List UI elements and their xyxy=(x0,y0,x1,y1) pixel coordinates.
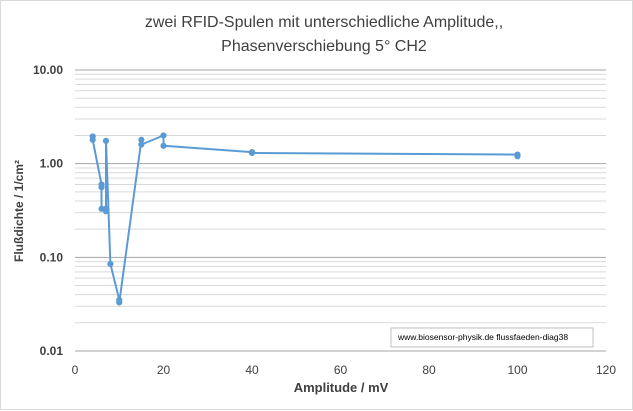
y-tick-label: 10.00 xyxy=(33,63,63,77)
x-tick-label: 40 xyxy=(245,363,259,377)
x-tick-label: 120 xyxy=(596,363,616,377)
y-tick-label: 0.01 xyxy=(40,344,64,358)
x-tick-label: 60 xyxy=(334,363,348,377)
axis-layer: 0.01 0.10 1.00 10.00 0 20 40 60 80 100 120 xyxy=(33,63,616,377)
watermark-box: www.biosensor-physik.de flussfaeden-diag… xyxy=(390,327,594,348)
watermark-text: www.biosensor-physik.de flussfaeden-diag… xyxy=(397,332,568,342)
series-layer xyxy=(89,132,521,306)
data-point xyxy=(514,153,521,160)
data-point xyxy=(102,137,110,145)
x-tick-label: 80 xyxy=(422,363,436,377)
data-point xyxy=(98,184,105,191)
x-tick-label: 0 xyxy=(72,363,79,377)
data-point xyxy=(102,208,110,215)
x-axis-label: Amplitude / mV xyxy=(294,380,389,395)
y-tick-label: 1.00 xyxy=(40,157,64,171)
data-point xyxy=(160,132,167,139)
chart-title-line-2: Phasenverschiebung 5° CH2 xyxy=(221,38,427,55)
chart-title-line-1: zwei RFID-Spulen mit unterschiedliche Am… xyxy=(145,14,503,31)
data-point xyxy=(107,260,114,268)
series-line xyxy=(91,134,519,304)
data-point xyxy=(116,299,123,306)
data-point xyxy=(138,141,145,148)
x-tick-label: 100 xyxy=(507,363,527,377)
grid-layer xyxy=(75,69,606,352)
y-axis-label: Flußdichte / 1/cm² xyxy=(12,160,26,262)
y-tick-label: 0.10 xyxy=(40,250,64,264)
x-tick-label: 20 xyxy=(157,363,171,377)
data-point xyxy=(160,142,167,149)
watermark-frame xyxy=(390,327,594,348)
data-point xyxy=(248,149,256,157)
data-point xyxy=(89,136,96,143)
